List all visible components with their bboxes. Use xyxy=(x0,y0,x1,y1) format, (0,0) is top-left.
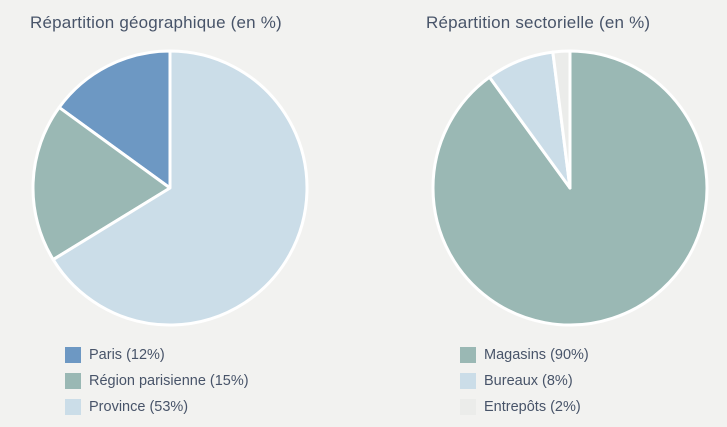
pie-sectorial xyxy=(431,49,709,327)
pie-geographic xyxy=(31,49,309,327)
legend-geographic: Paris (12%) Région parisienne (15%) Provin… xyxy=(65,342,249,420)
legend-item: Entrepôts (2%) xyxy=(460,394,589,420)
legend-item: Paris (12%) xyxy=(65,342,249,368)
legend-item: Région parisienne (15%) xyxy=(65,368,249,394)
legend-sectorial: Magasins (90%) Bureaux (8%) Entrepôts (2%) xyxy=(460,342,589,420)
legend-swatch xyxy=(460,347,476,363)
legend-swatch xyxy=(65,399,81,415)
legend-swatch xyxy=(460,399,476,415)
legend-item: Bureaux (8%) xyxy=(460,368,589,394)
pie-slice-0 xyxy=(57,49,172,190)
legend-swatch xyxy=(460,373,476,389)
legend-item: Province (53%) xyxy=(65,394,249,420)
legend-label: Magasins (90%) xyxy=(484,347,589,363)
legend-item: Magasins (90%) xyxy=(460,342,589,368)
legend-label: Entrepôts (2%) xyxy=(484,399,581,415)
pie-slice-1 xyxy=(31,105,172,262)
legend-label: Province (53%) xyxy=(89,399,189,415)
pie-slice-2 xyxy=(551,49,572,190)
legend-label: Région parisienne (15%) xyxy=(89,373,249,389)
pie-slice-2 xyxy=(51,49,309,327)
chart-title-sectorial: Répartition sectorielle (en %) xyxy=(426,13,651,32)
legend-swatch xyxy=(65,373,81,389)
legend-swatch xyxy=(65,347,81,363)
legend-label: Paris (12%) xyxy=(89,347,165,363)
chart-title-geographic: Répartition géographique (en %) xyxy=(30,13,282,32)
legend-label: Bureaux (8%) xyxy=(484,373,573,389)
